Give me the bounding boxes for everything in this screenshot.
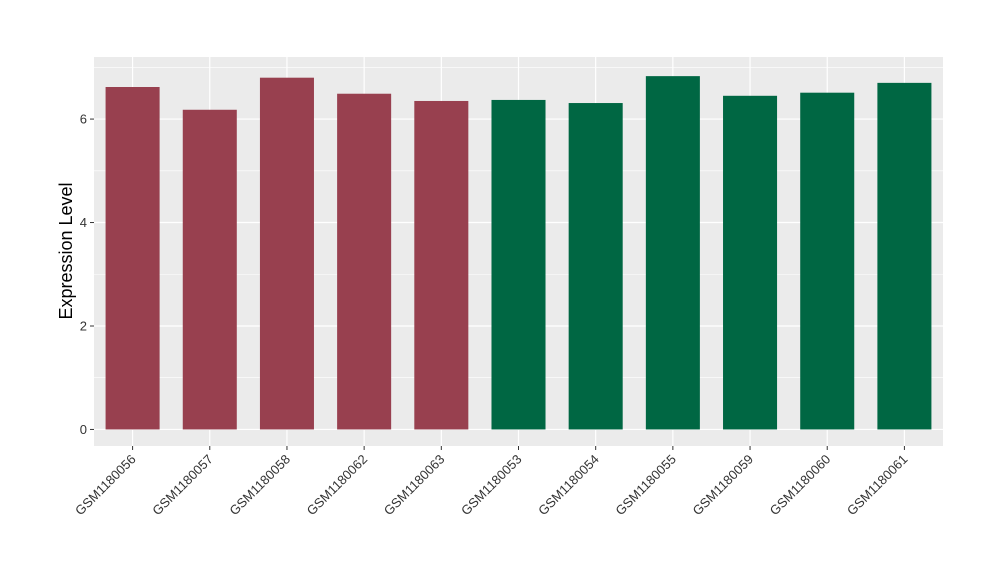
bar-GSM1180057 bbox=[182, 109, 237, 430]
bar-GSM1180063 bbox=[414, 100, 469, 430]
x-tick-label: GSM1180053 bbox=[458, 452, 525, 519]
bar-GSM1180058 bbox=[259, 77, 314, 430]
x-tick-label: GSM1180059 bbox=[690, 452, 757, 519]
x-tick-label: GSM1180063 bbox=[381, 452, 448, 519]
x-tick-label: GSM1180054 bbox=[535, 452, 602, 519]
x-tick-label: GSM1180057 bbox=[149, 452, 216, 519]
bars bbox=[105, 76, 932, 430]
x-tick-label: GSM1180061 bbox=[844, 452, 911, 519]
bar-GSM1180061 bbox=[877, 82, 932, 430]
bar-GSM1180059 bbox=[723, 95, 778, 430]
bar-GSM1180054 bbox=[568, 103, 623, 430]
bar-GSM1180053 bbox=[491, 99, 546, 430]
y-tick-label: 0 bbox=[80, 422, 87, 437]
y-axis-title: Expression Level bbox=[56, 182, 76, 319]
y-tick-label: 2 bbox=[80, 318, 87, 333]
y-axis: 0 2 4 6 bbox=[80, 112, 94, 437]
x-axis: GSM1180056 GSM1180057 GSM1180058 GSM1180062… bbox=[72, 446, 911, 519]
x-tick-label: GSM1180058 bbox=[226, 452, 293, 519]
x-tick-label: GSM1180062 bbox=[304, 452, 371, 519]
bar-GSM1180062 bbox=[337, 93, 392, 430]
x-tick-label: GSM1180060 bbox=[767, 452, 834, 519]
bar-GSM1180055 bbox=[645, 76, 700, 430]
x-tick-label: GSM1180055 bbox=[612, 452, 679, 519]
bar-GSM1180056 bbox=[105, 87, 160, 430]
y-tick-label: 6 bbox=[80, 112, 87, 127]
x-tick-label: GSM1180056 bbox=[72, 452, 139, 519]
bar-GSM1180060 bbox=[800, 92, 855, 430]
y-tick-label: 4 bbox=[80, 215, 87, 230]
